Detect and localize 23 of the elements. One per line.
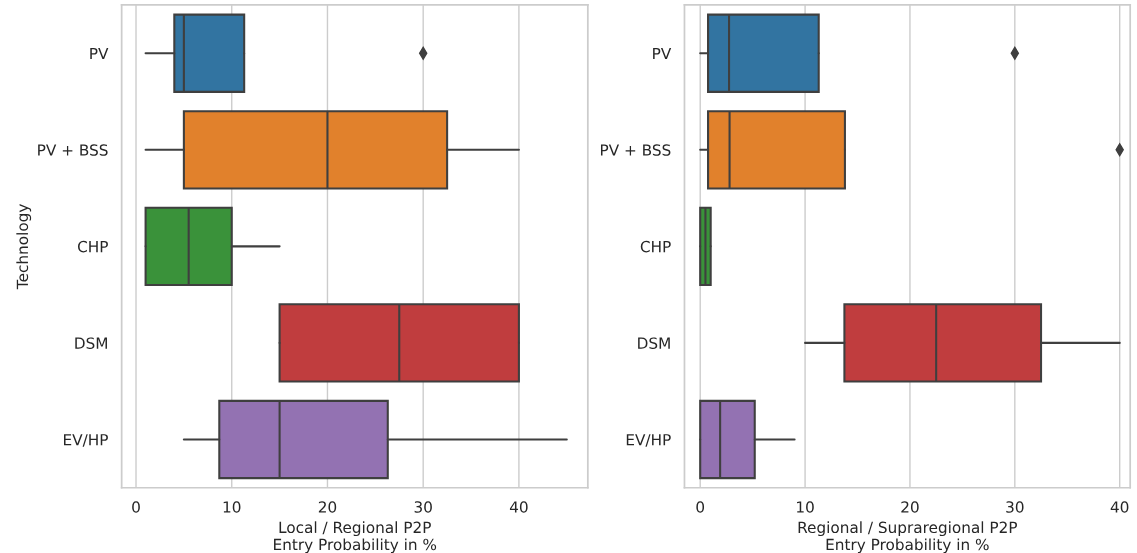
x-tick-label: 40 xyxy=(1110,501,1129,513)
x-tick-label: 10 xyxy=(797,501,814,513)
x-tick-label: 10 xyxy=(223,501,241,513)
x-tick-label: 20 xyxy=(318,501,337,513)
y-tick-label: DSM xyxy=(75,337,107,349)
y-tick-label: EV/HP xyxy=(626,434,671,447)
x-axis-title: Regional / Supraregional P2P Entry Probability in % xyxy=(798,521,1018,553)
x-tick-label: 0 xyxy=(696,501,705,513)
x-tick-label: 30 xyxy=(414,501,432,513)
y-tick-label: PV xyxy=(653,47,672,60)
y-tick-label: CHP xyxy=(77,240,108,253)
y-tick-label: CHP xyxy=(640,240,671,253)
y-tick-label: EV/HP xyxy=(64,434,108,447)
x-axis-title: Local / Regional P2P Entry Probability in % xyxy=(274,521,437,553)
y-axis-title: Technology xyxy=(16,204,32,290)
x-tick-label: 40 xyxy=(509,501,528,513)
x-tick-label: 30 xyxy=(1006,501,1024,513)
y-tick-label: DSM xyxy=(638,337,670,349)
y-tick-label: PV xyxy=(90,47,109,60)
y-tick-label: PV + BSS xyxy=(600,144,671,156)
y-tick-label: PV + BSS xyxy=(38,144,108,156)
x-tick-label: 0 xyxy=(132,501,140,513)
x-tick-label: 20 xyxy=(901,501,919,513)
